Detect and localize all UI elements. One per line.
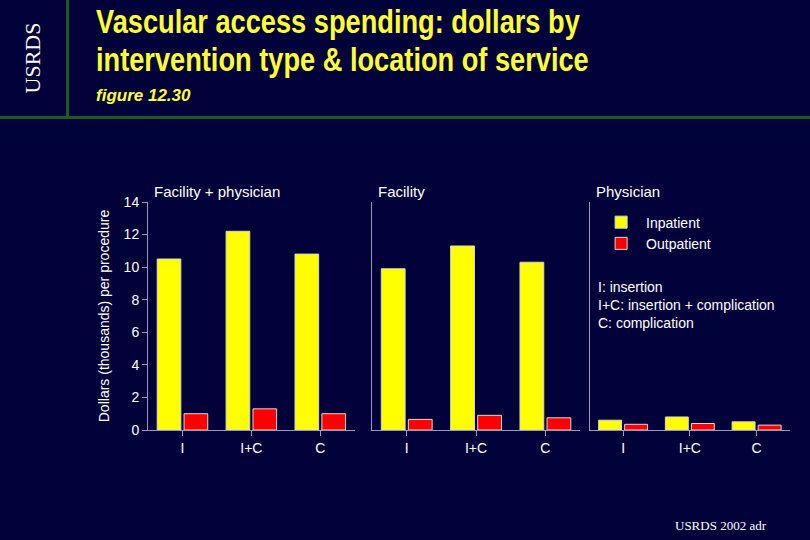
svg-text:Outpatient: Outpatient xyxy=(646,236,711,252)
svg-text:Facility: Facility xyxy=(378,183,425,200)
svg-text:2: 2 xyxy=(131,389,139,405)
svg-text:4: 4 xyxy=(131,357,139,373)
svg-text:I+C: I+C xyxy=(679,440,701,456)
svg-text:Facility + physician: Facility + physician xyxy=(154,183,280,200)
html-text:USRDS: USRDS xyxy=(20,22,45,94)
svg-text:C: C xyxy=(752,440,762,456)
svg-text:12: 12 xyxy=(124,226,140,242)
svg-text:Dollars (thousands) per proced: Dollars (thousands) per procedure xyxy=(96,210,112,423)
svg-text:0: 0 xyxy=(131,422,139,438)
svg-text:I+C: I+C xyxy=(465,440,487,456)
svg-text:C: C xyxy=(315,440,325,456)
svg-text:I: I xyxy=(181,440,185,456)
html-text:USRDS 2002 adr: USRDS 2002 adr xyxy=(675,518,766,533)
svg-text:C: C xyxy=(540,440,550,456)
svg-text:6: 6 xyxy=(131,324,139,340)
svg-text:14: 14 xyxy=(124,194,140,210)
html-text:intervention type & location o: intervention type & location of service xyxy=(96,40,589,78)
svg-text:I+C: I+C xyxy=(240,440,262,456)
svg-text:I: insertionI+C: insertion + c: I: insertionI+C: insertion + complicatio… xyxy=(598,279,775,331)
svg-text:Inpatient: Inpatient xyxy=(646,215,700,231)
svg-text:10: 10 xyxy=(124,259,140,275)
html-text:figure 12.30: figure 12.30 xyxy=(96,86,191,105)
html-text:Vascular access spending: doll: Vascular access spending: dollars by xyxy=(96,2,580,40)
svg-text:8: 8 xyxy=(131,292,139,308)
svg-text:I: I xyxy=(621,440,625,456)
svg-text:Physician: Physician xyxy=(596,183,660,200)
svg-text:I: I xyxy=(405,440,409,456)
